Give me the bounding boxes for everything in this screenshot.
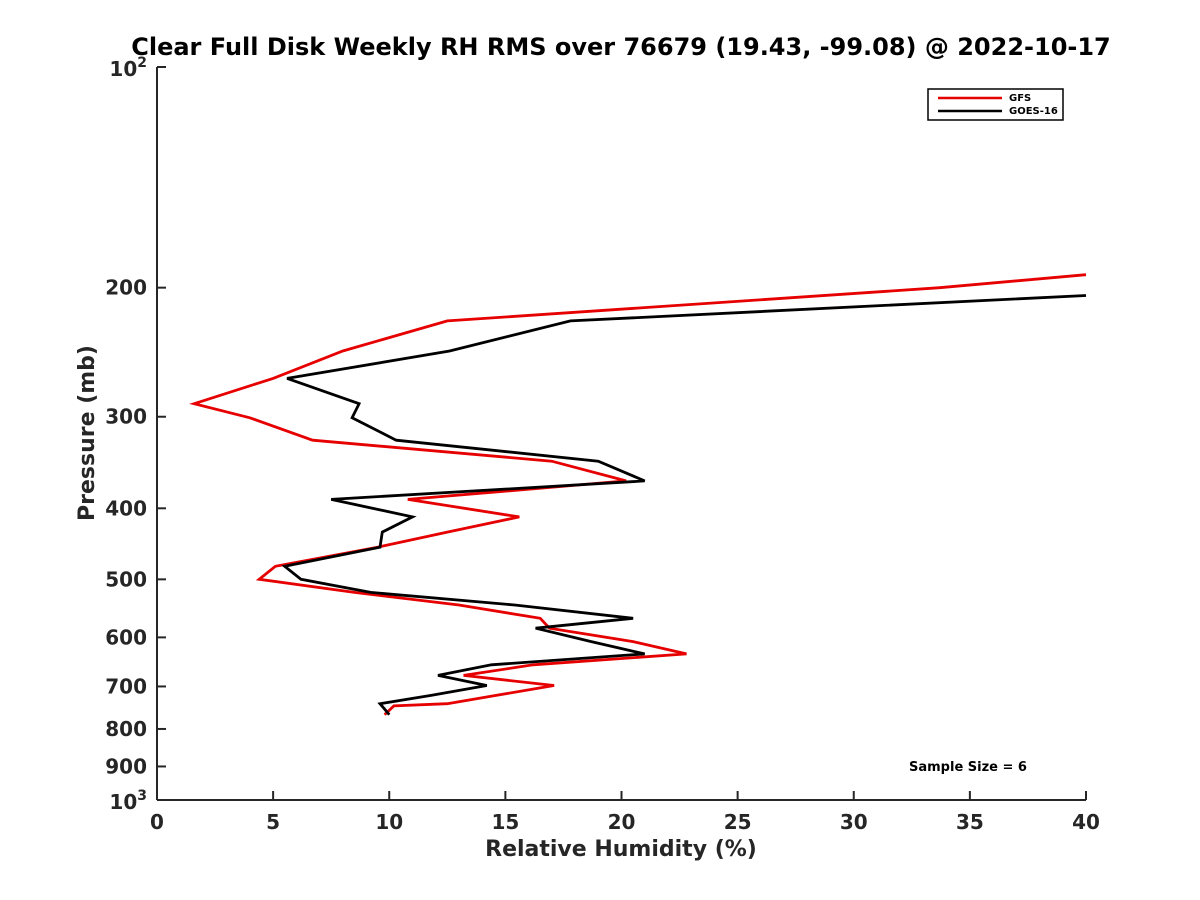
- x-axis-ticks: 0 5 10 15 20 25 30 35 40: [150, 791, 1100, 834]
- x-tick-label: 5: [266, 810, 280, 834]
- x-tick-label: 25: [724, 810, 752, 834]
- x-tick-label: 30: [840, 810, 868, 834]
- y-tick-label: 200: [105, 276, 147, 300]
- legend-label-gfs: GFS: [1009, 93, 1031, 104]
- y-tick-label: 700: [105, 674, 147, 698]
- y-tick-exponent: 3: [137, 788, 147, 804]
- legend-box: [927, 88, 1064, 121]
- series-line-gfs: [189, 273, 1087, 716]
- y-tick-label: 102: [109, 55, 147, 81]
- x-tick-label: 40: [1072, 810, 1100, 834]
- series-line-goes16: [281, 294, 1087, 716]
- y-axis-label: Pressure (mb): [75, 345, 100, 521]
- y-tick-label: 300: [105, 405, 147, 429]
- x-tick-label: 20: [608, 810, 636, 834]
- x-tick-label: 10: [375, 810, 403, 834]
- sample-size-annotation: Sample Size = 6: [909, 760, 1027, 775]
- y-tick-label: 600: [105, 625, 147, 649]
- legend: GFS GOES-16: [927, 88, 1064, 121]
- legend-label-goes16: GOES-16: [1009, 106, 1058, 117]
- x-tick-label: 15: [491, 810, 519, 834]
- y-tick-label: 400: [105, 496, 147, 520]
- y-tick-label: 800: [105, 717, 147, 741]
- x-tick-label: 0: [150, 810, 164, 834]
- y-tick-base: 10: [109, 790, 137, 814]
- y-tick-exponent: 2: [137, 55, 147, 71]
- x-tick-label: 35: [956, 810, 984, 834]
- y-tick-label: 103: [109, 788, 147, 814]
- y-tick-base: 10: [109, 57, 137, 81]
- x-axis-label: Relative Humidity (%): [485, 837, 757, 862]
- y-tick-label: 900: [105, 754, 147, 778]
- series-lines: [189, 273, 1087, 716]
- chart-title: Clear Full Disk Weekly RH RMS over 76679…: [131, 33, 1111, 61]
- y-tick-label: 500: [105, 567, 147, 591]
